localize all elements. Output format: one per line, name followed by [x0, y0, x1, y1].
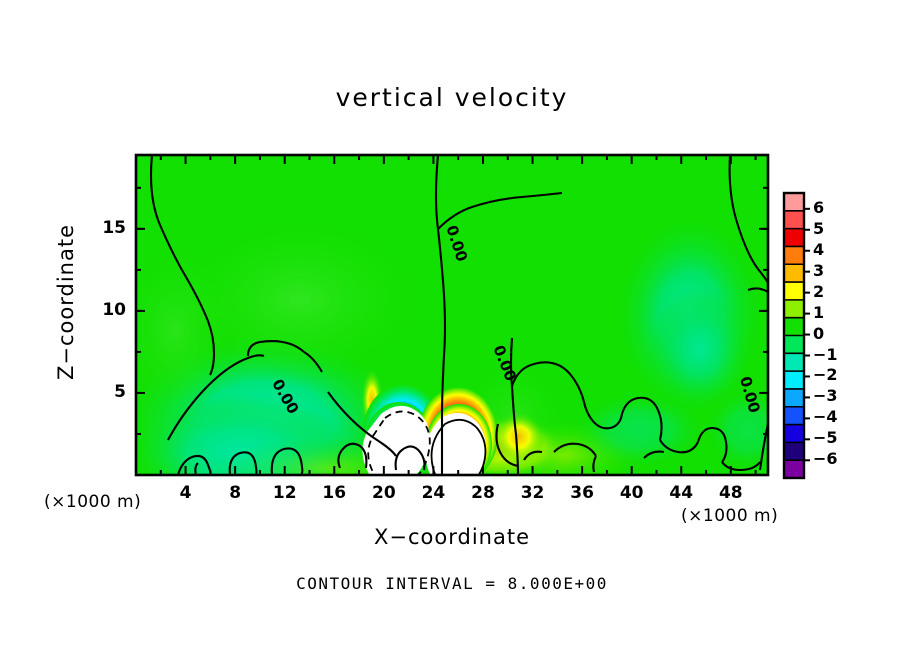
y-tick-label: 10 [102, 299, 126, 320]
zero-contour-lines [149, 155, 768, 475]
colorbar-tick-label: 0 [813, 323, 825, 343]
y-axis-ticks [136, 186, 768, 435]
colorbar-band [784, 371, 804, 390]
x-tick-label: 48 [718, 483, 743, 503]
colorbar-band [784, 424, 804, 443]
colorbar-ticks [804, 207, 810, 462]
colorbar-band [784, 210, 804, 230]
colorbar-bands [784, 193, 804, 479]
colorbar-band [784, 353, 804, 372]
downdraft-saturated-core [362, 405, 430, 475]
colorbar-band [784, 442, 804, 461]
x-tick-label: 8 [229, 483, 242, 503]
y-tick-label: 5 [114, 381, 126, 402]
z-units-label: (×1000 m) [44, 492, 142, 512]
colorbar-band [784, 460, 804, 479]
field-area: 0.00 0.00 0.00 0.00 [136, 155, 768, 475]
colorbar-tick-label: −1 [813, 344, 838, 364]
colorbar-band [784, 264, 804, 283]
colorbar-tick-label: −6 [813, 449, 838, 469]
x-tick-label: 20 [371, 483, 396, 503]
y-tick-label: 15 [102, 217, 126, 238]
page-title: vertical velocity [335, 83, 569, 112]
colorbar-tick-label: −4 [813, 407, 838, 427]
x-tick-label: 24 [421, 483, 446, 503]
x-tick-label: 36 [570, 483, 594, 503]
colorbar-tick-label: −5 [813, 428, 838, 448]
inner-dashed-contour [367, 410, 431, 475]
colorbar-band [784, 246, 804, 265]
colorbar-tick-label: −3 [813, 386, 838, 406]
x-axis-ticks [159, 155, 757, 475]
plot-frame [134, 153, 770, 477]
x-tick-label: 28 [471, 483, 495, 503]
colorbar-band [784, 335, 804, 354]
x-tick-label: 4 [179, 483, 192, 503]
colorbar-tick-label: 2 [813, 281, 825, 301]
contour-interval-caption: CONTOUR INTERVAL = 8.000E+00 [296, 574, 608, 593]
x-axis-title: X−coordinate [374, 525, 530, 549]
colorbar-band [784, 228, 804, 247]
x-tick-label: 40 [619, 483, 644, 503]
colorbar-band [784, 282, 804, 301]
x-tick-label: 32 [520, 483, 545, 503]
x-tick-label: 16 [322, 483, 347, 503]
colorbar-tick-label: 1 [813, 302, 825, 322]
colorbar-band [784, 299, 804, 319]
colorbar-band [784, 193, 804, 212]
colorbar-tick-label: 3 [813, 260, 825, 280]
x-tick-label: 44 [669, 483, 694, 503]
colorbar-tick-label: −2 [813, 365, 838, 385]
colorbar-tick-label: 6 [813, 197, 825, 217]
colorbar-tick-label: 5 [813, 218, 825, 238]
x-units-label: (×1000 m) [681, 506, 779, 526]
colorbar-band [784, 317, 804, 336]
colorbar-tick-label: 4 [813, 239, 825, 259]
colorbar-band [784, 388, 804, 408]
inner-solid-contour [430, 418, 487, 475]
x-tick-label: 12 [272, 483, 297, 503]
colorbar-band [784, 406, 804, 426]
